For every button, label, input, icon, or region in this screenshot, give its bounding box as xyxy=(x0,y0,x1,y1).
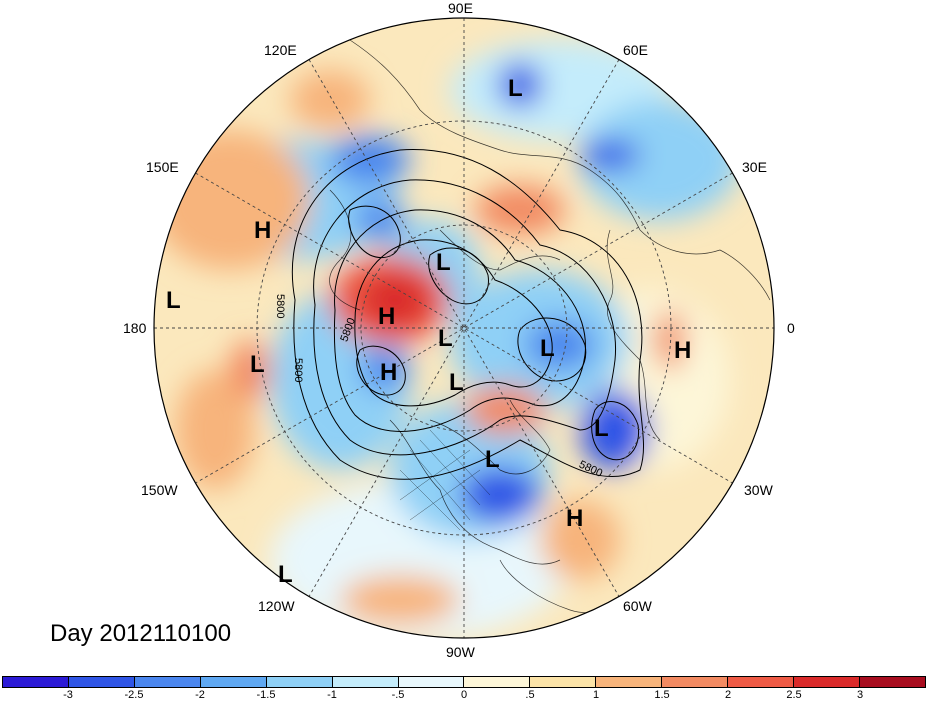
colorbar-tick-label: -1.5 xyxy=(256,689,276,701)
lon-label-0: 0 xyxy=(787,320,795,336)
high-5: H xyxy=(566,505,583,532)
colorbar-tick-label: -1 xyxy=(327,689,337,701)
colorbar-swatch xyxy=(530,677,597,687)
high-2: H xyxy=(378,303,395,330)
high-3: H xyxy=(674,337,691,364)
colorbar-tick-label: -2.5 xyxy=(124,689,144,701)
lon-label-30w: 30W xyxy=(744,482,773,498)
colorbar-swatch xyxy=(662,677,729,687)
map-boundary xyxy=(153,17,775,639)
pressure-centers: L L H L H L L H L H L L L H L xyxy=(166,75,691,588)
lon-label-90w: 90W xyxy=(446,644,475,660)
low-5: L xyxy=(540,335,555,362)
borders xyxy=(399,429,491,531)
low-1: L xyxy=(508,75,523,102)
high-1: H xyxy=(254,217,271,244)
colorbar-tick-label: 3 xyxy=(856,689,864,701)
colorbar-tick-label: -.5 xyxy=(391,689,405,701)
colorbar-tick-label: 1.5 xyxy=(654,689,670,701)
graticule xyxy=(154,18,774,638)
low-8: L xyxy=(594,415,609,442)
lon-label-60w: 60W xyxy=(623,598,652,614)
lon-label-180: 180 xyxy=(123,320,147,336)
colorbar-tick-label: .5 xyxy=(525,689,535,701)
colorbar-swatch xyxy=(134,677,201,687)
colorbar-swatch xyxy=(398,677,465,687)
lon-label-120e: 120E xyxy=(264,42,297,58)
lon-label-60e: 60E xyxy=(623,42,648,58)
low-7: L xyxy=(449,369,464,396)
low-2: L xyxy=(436,249,451,276)
colorbar-swatch xyxy=(332,677,399,687)
colorbar-swatch xyxy=(200,677,267,687)
low-9: L xyxy=(485,446,500,473)
lon-label-120w: 120W xyxy=(258,598,295,614)
lon-label-150w: 150W xyxy=(141,482,178,498)
colorbar-tick-label: 1 xyxy=(592,689,600,701)
colorbar-swatch xyxy=(728,677,795,687)
low-3: L xyxy=(166,287,181,314)
lon-label-150e: 150E xyxy=(146,159,179,175)
lon-label-90e: 90E xyxy=(448,0,473,16)
colorbar-tick-label: 2.5 xyxy=(786,689,802,701)
contour-label-2: 5800 xyxy=(292,358,304,382)
colorbar-swatch xyxy=(794,677,860,687)
contour-label-1: 5800 xyxy=(274,294,286,318)
low-6: H xyxy=(380,359,397,386)
low-10: L xyxy=(278,561,293,588)
high-4: L xyxy=(250,351,265,378)
height-contours xyxy=(291,149,645,480)
colorbar-swatch xyxy=(266,677,333,687)
colorbar-swatch xyxy=(68,677,135,687)
colorbar-tick-label: 2 xyxy=(724,689,732,701)
colorbar-swatch xyxy=(3,677,69,687)
colorbar-swatch xyxy=(596,677,663,687)
colorbar xyxy=(2,676,926,688)
map-title: Day 2012110100 xyxy=(50,620,232,647)
colorbar-tick-label: -3 xyxy=(63,689,73,701)
low-4: L xyxy=(438,325,453,352)
colorbar-swatch xyxy=(464,677,531,687)
lon-label-30e: 30E xyxy=(742,159,767,175)
anomaly-field xyxy=(154,18,774,638)
colorbar-swatch xyxy=(859,677,925,687)
colorbar-tick-label: 0 xyxy=(460,689,468,701)
colorbar-tick-label: -2 xyxy=(195,689,205,701)
